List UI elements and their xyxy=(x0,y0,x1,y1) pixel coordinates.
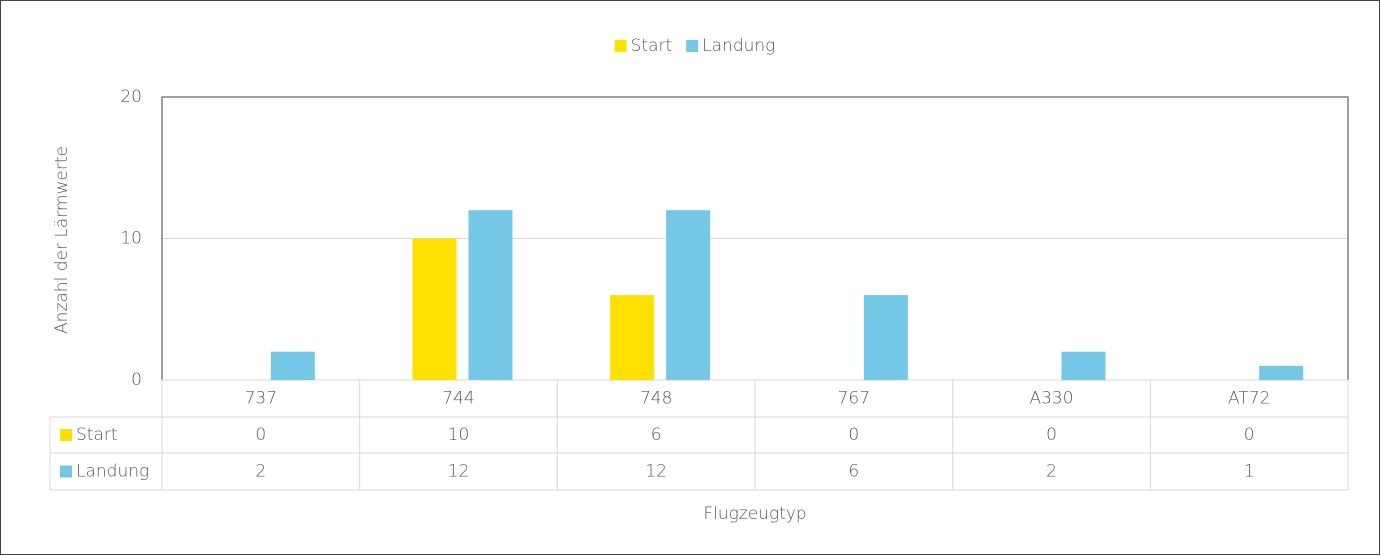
x-axis-title: Flugzeugtyp xyxy=(703,504,806,524)
legend-label: Landung xyxy=(702,36,775,56)
legend-swatch xyxy=(614,40,627,52)
legend-swatch xyxy=(686,40,699,52)
table-value: 6 xyxy=(651,425,662,445)
bar xyxy=(610,295,655,380)
legend: Start Landung xyxy=(614,36,775,56)
table-value: 0 xyxy=(1046,425,1057,445)
table-value: 6 xyxy=(848,462,859,482)
y-axis-title: Anzahl der Lärmwerte xyxy=(52,146,72,334)
bar xyxy=(1061,351,1106,380)
bar xyxy=(863,295,908,380)
table-value: 1 xyxy=(1244,462,1255,482)
bar xyxy=(468,210,513,380)
table-value: 10 xyxy=(448,425,470,445)
legend-label: Start xyxy=(631,36,673,56)
table-value: 2 xyxy=(1046,462,1057,482)
x-tick-label: AT72 xyxy=(1228,389,1270,409)
x-tick-label: 767 xyxy=(838,389,870,409)
table-value: 0 xyxy=(848,425,859,445)
x-tick-label: 748 xyxy=(640,389,672,409)
y-tick-label: 10 xyxy=(120,229,142,249)
table-value: 0 xyxy=(1244,425,1255,445)
table-value: 12 xyxy=(448,462,470,482)
table-value: 12 xyxy=(645,462,667,482)
table-legend-swatch xyxy=(60,429,72,441)
bar xyxy=(1259,365,1304,380)
x-tick-label: 737 xyxy=(245,389,277,409)
table-value: 0 xyxy=(255,425,266,445)
table-row-header: Landung xyxy=(76,462,149,482)
bar xyxy=(666,210,711,380)
table-legend-swatch xyxy=(60,465,72,478)
x-tick-label: A330 xyxy=(1029,389,1073,409)
bar xyxy=(270,351,315,380)
table-row-header: Start xyxy=(76,425,118,445)
x-tick-label: 744 xyxy=(442,389,474,409)
bar xyxy=(412,238,457,380)
y-tick-label: 20 xyxy=(120,87,142,107)
y-tick-label: 0 xyxy=(131,370,142,390)
table-value: 2 xyxy=(255,462,266,482)
